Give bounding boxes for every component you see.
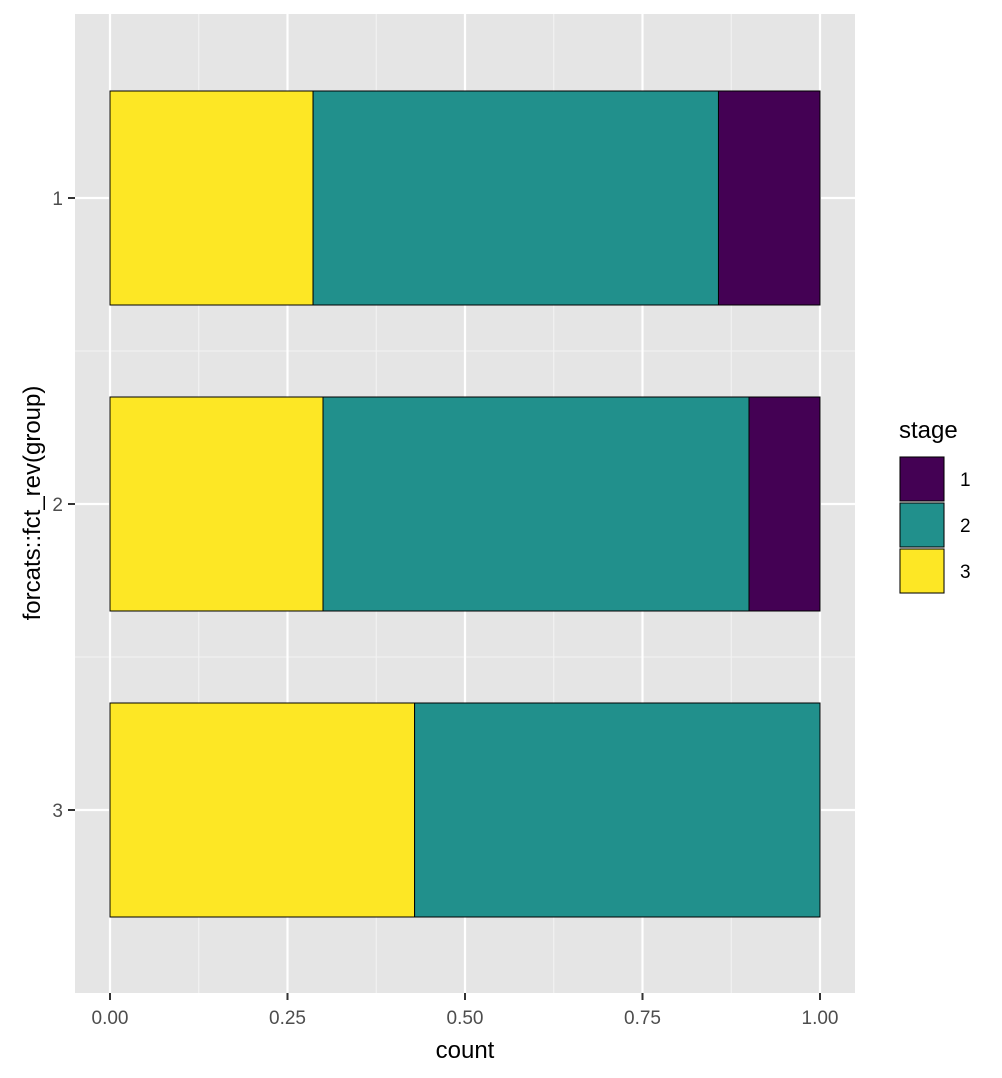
bar-group-3-stage-3 (109, 702, 416, 918)
legend-title: stage (899, 417, 958, 444)
bar-group-1-stage-3 (109, 90, 314, 306)
y-axis-title: forcats::fct_rev(group) (19, 386, 46, 621)
legend-label-3: 3 (960, 562, 971, 583)
bars (109, 90, 821, 918)
y-tick-label: 1 (52, 189, 63, 210)
bar-group-2-stage-1 (748, 396, 821, 612)
x-tick-label: 0.75 (624, 1008, 661, 1029)
bar-group-2-stage-3 (109, 396, 324, 612)
y-axis: 1 2 3 (52, 189, 75, 822)
x-axis: 0.00 0.25 0.50 0.75 1.00 (92, 993, 839, 1029)
legend-label-1: 1 (960, 470, 971, 491)
legend-swatch-1 (899, 456, 945, 502)
x-tick-label: 1.00 (802, 1008, 839, 1029)
y-tick-label: 2 (52, 495, 63, 516)
bar-group-3-stage-2 (414, 702, 821, 918)
legend-label-2: 2 (960, 516, 971, 537)
bar-group-2-stage-2 (322, 396, 750, 612)
x-tick-label: 0.50 (447, 1008, 484, 1029)
y-tick-label: 3 (52, 801, 63, 822)
legend-swatch-2 (899, 502, 945, 548)
legend: stage 1 2 3 (899, 417, 971, 594)
bar-group-1-stage-1 (717, 90, 821, 306)
x-tick-label: 0.00 (92, 1008, 129, 1029)
bar-group-1-stage-2 (312, 90, 719, 306)
legend-swatch-3 (899, 548, 945, 594)
x-axis-title: count (436, 1037, 495, 1064)
x-tick-label: 0.25 (269, 1008, 306, 1029)
